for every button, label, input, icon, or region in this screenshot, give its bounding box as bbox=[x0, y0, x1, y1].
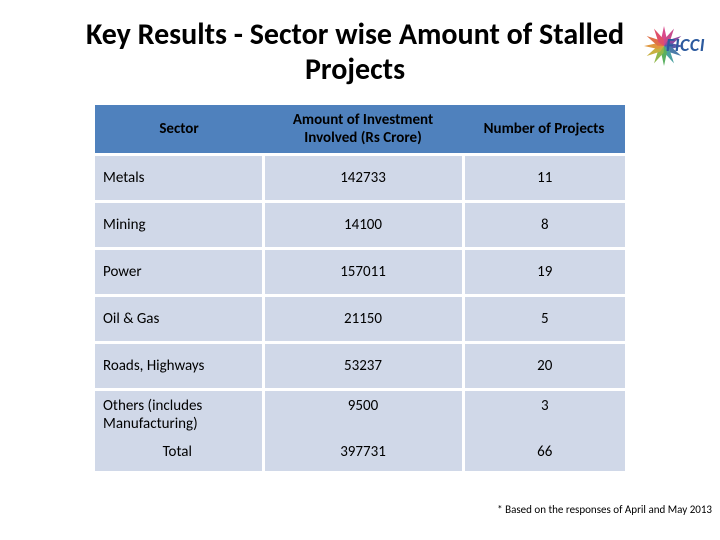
cell-total-projects: 66 bbox=[463, 439, 625, 471]
cell-sector: Others (includes Manufacturing) bbox=[95, 390, 263, 440]
cell-sector: Roads, Highways bbox=[95, 343, 263, 390]
col-projects: Number of Projects bbox=[463, 105, 625, 155]
cell-projects: 11 bbox=[463, 155, 625, 202]
cell-projects: 8 bbox=[463, 202, 625, 249]
table-row: Oil & Gas 21150 5 bbox=[95, 296, 625, 343]
table-row: Others (includes Manufacturing) 9500 3 bbox=[95, 390, 625, 440]
cell-amount: 14100 bbox=[263, 202, 463, 249]
cell-total-amount: 397731 bbox=[263, 439, 463, 471]
table-row: Power 157011 19 bbox=[95, 249, 625, 296]
cell-projects: 3 bbox=[463, 390, 625, 440]
cell-amount: 53237 bbox=[263, 343, 463, 390]
col-sector: Sector bbox=[95, 105, 263, 155]
table-row: Metals 142733 11 bbox=[95, 155, 625, 202]
ficci-logo: FICCI bbox=[640, 22, 712, 72]
cell-projects: 5 bbox=[463, 296, 625, 343]
cell-sector: Mining bbox=[95, 202, 263, 249]
page-title: Key Results - Sector wise Amount of Stal… bbox=[0, 0, 720, 97]
table-header-row: Sector Amount of Investment Involved (Rs… bbox=[95, 105, 625, 155]
table-row: Mining 14100 8 bbox=[95, 202, 625, 249]
col-amount: Amount of Investment Involved (Rs Crore) bbox=[263, 105, 463, 155]
cell-sector: Power bbox=[95, 249, 263, 296]
cell-sector: Metals bbox=[95, 155, 263, 202]
cell-amount: 21150 bbox=[263, 296, 463, 343]
cell-projects: 20 bbox=[463, 343, 625, 390]
cell-amount: 157011 bbox=[263, 249, 463, 296]
cell-amount: 142733 bbox=[263, 155, 463, 202]
footnote: * Based on the responses of April and Ma… bbox=[497, 503, 712, 516]
cell-projects: 19 bbox=[463, 249, 625, 296]
table-row: Roads, Highways 53237 20 bbox=[95, 343, 625, 390]
table-total-row: Total 397731 66 bbox=[95, 439, 625, 471]
cell-sector: Oil & Gas bbox=[95, 296, 263, 343]
cell-amount: 9500 bbox=[263, 390, 463, 440]
cell-total-label: Total bbox=[95, 439, 263, 471]
logo-text: FICCI bbox=[666, 34, 705, 56]
stalled-projects-table: Sector Amount of Investment Involved (Rs… bbox=[95, 105, 625, 471]
